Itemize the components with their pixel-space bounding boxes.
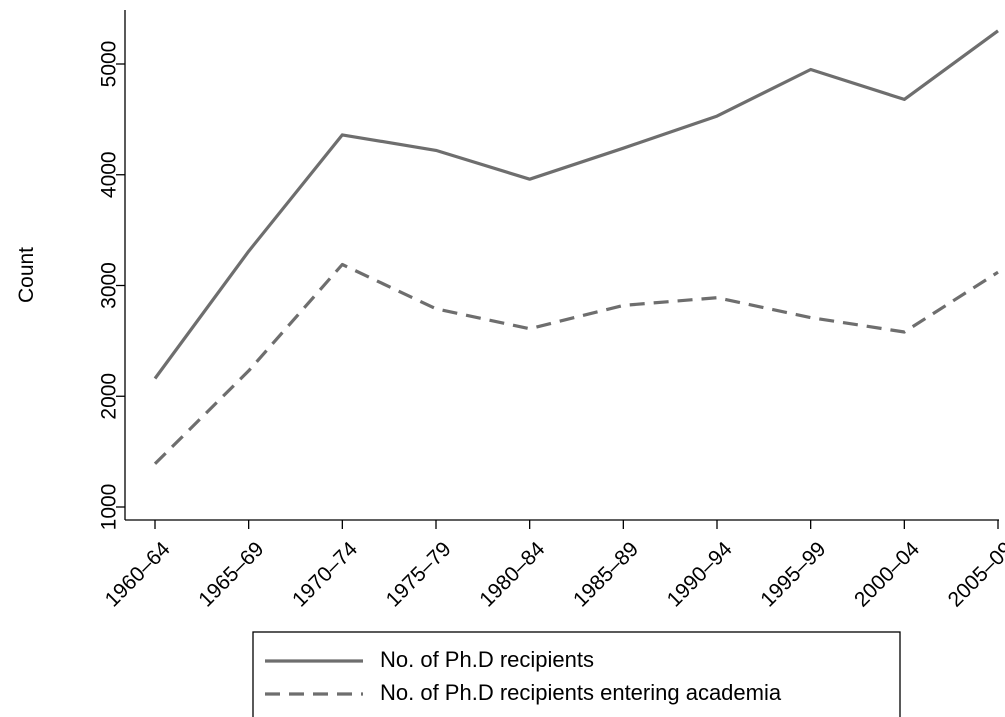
x-tick-label: 2005–09 — [944, 537, 1005, 611]
series-layer — [153, 29, 999, 465]
legend-label-2: No. of Ph.D recipients entering academia — [380, 680, 782, 705]
series-line-2 — [153, 262, 999, 465]
legend-box — [252, 631, 901, 717]
y-tick-label: 3000 — [98, 262, 121, 309]
x-tick-label: 1985–89 — [569, 537, 643, 611]
x-tick-label: 2000–04 — [850, 537, 924, 611]
y-tick-label: 2000 — [98, 373, 121, 420]
y-tick-label: 4000 — [98, 151, 121, 198]
legend-label-1: No. of Ph.D recipients — [380, 647, 594, 672]
x-tick-label: 1960–64 — [101, 537, 175, 611]
x-tick-label: 1965–69 — [194, 537, 268, 611]
axes: 1000 2000 3000 4000 5000 1960–64 1965–69 1970–7… — [98, 10, 1005, 612]
series-line-1 — [153, 29, 999, 380]
y-tick-label: 5000 — [98, 41, 121, 88]
x-tick-label: 1975–79 — [382, 537, 456, 611]
x-tick-label: 1990–94 — [663, 537, 737, 611]
x-tick-label: 1995–99 — [756, 537, 830, 611]
x-tick-label: 1970–74 — [288, 537, 362, 611]
y-axis-label: Count — [15, 247, 38, 303]
y-tick-label: 1000 — [98, 484, 121, 531]
x-tick-label: 1980–84 — [475, 537, 549, 611]
legend: No. of Ph.D recipients No. of Ph.D recipi… — [252, 631, 901, 717]
